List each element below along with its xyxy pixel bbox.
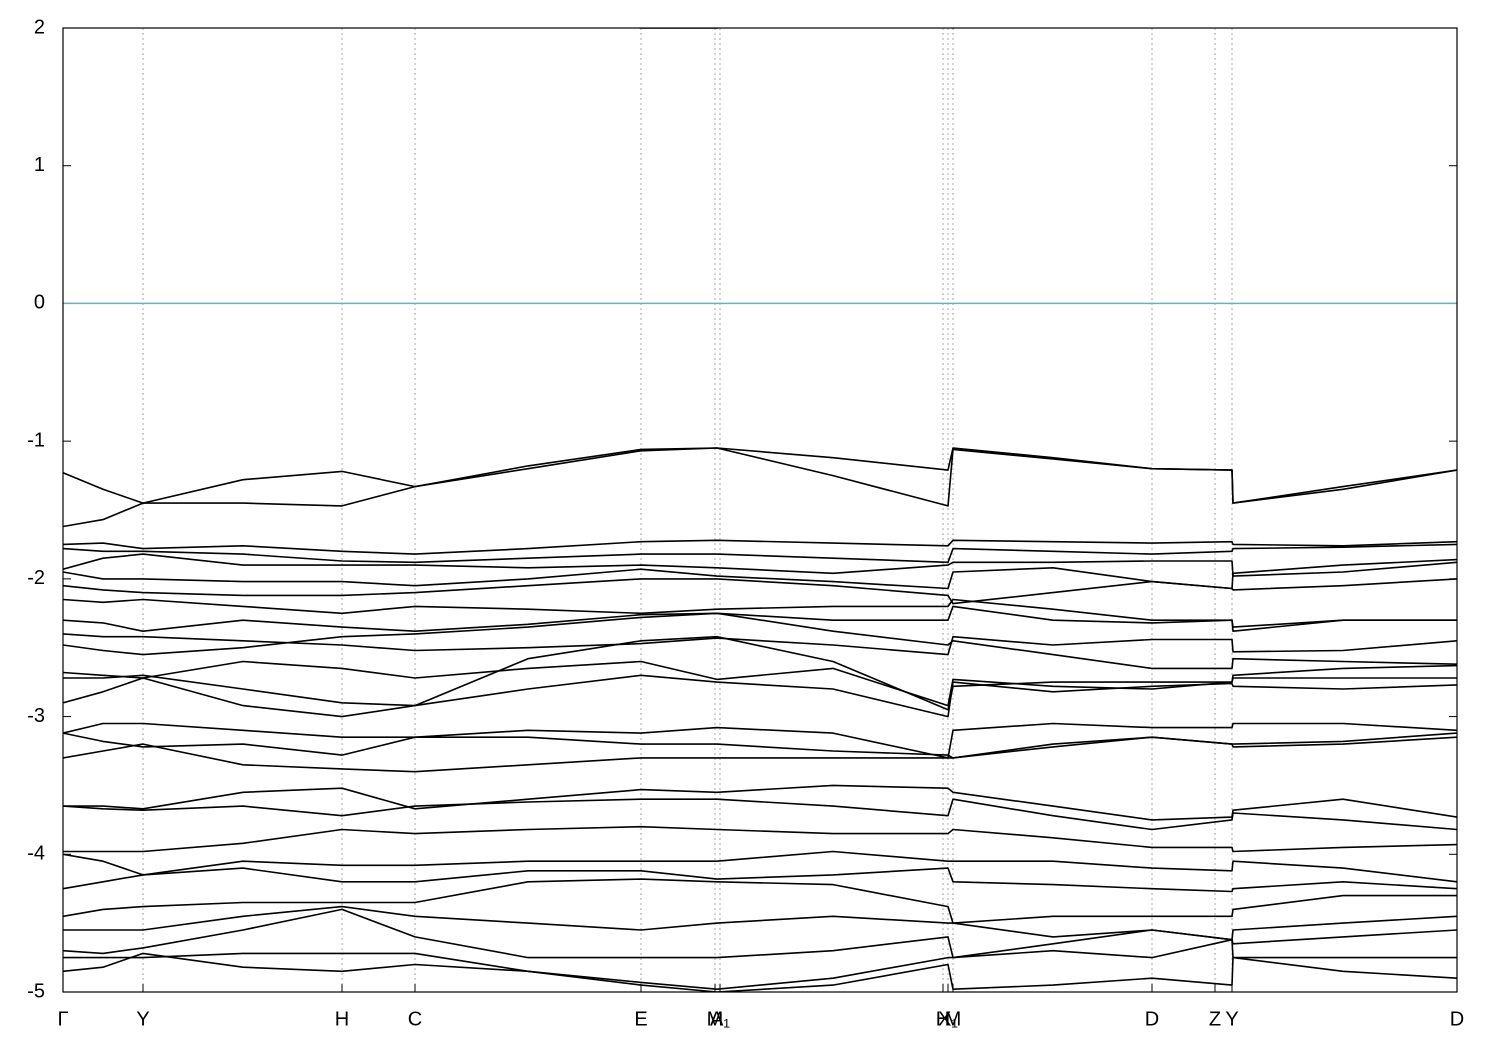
y-tick-label: -5 — [27, 980, 45, 1002]
x-tick-label: Γ — [57, 1008, 68, 1030]
band-line — [63, 878, 1457, 924]
y-tick-label: -2 — [27, 567, 45, 589]
bands — [63, 28, 1457, 992]
x-tick-label: D — [1145, 1008, 1159, 1030]
band-line — [63, 952, 1457, 992]
x-tick-label: M — [945, 1008, 962, 1030]
y-tick-label: -4 — [27, 843, 45, 865]
band-line — [63, 905, 1457, 941]
band-line — [63, 929, 1457, 990]
plot-frame — [62, 27, 1458, 993]
y-tick-label: -3 — [27, 705, 45, 727]
x-tick-label: Z — [1209, 1008, 1221, 1030]
y-tick-label: 0 — [34, 292, 45, 314]
x-tick-label: A₁ — [710, 1008, 730, 1030]
x-tick-label: M — [707, 1008, 724, 1030]
band-line — [63, 736, 1457, 773]
band-line — [63, 867, 1457, 893]
band-line — [63, 447, 1457, 528]
band-line — [63, 633, 1457, 656]
x-tick-label: Y — [136, 1008, 149, 1030]
y-tick-label: 2 — [34, 16, 45, 38]
band-line — [63, 798, 1457, 831]
band-line — [63, 553, 1457, 577]
band-line — [63, 578, 1457, 605]
band-line — [63, 558, 1457, 590]
x-tick-label: D — [1450, 1008, 1464, 1030]
band-line — [63, 722, 1457, 759]
band-line — [63, 543, 1457, 564]
x-tick-label: Y — [1225, 1008, 1238, 1030]
x-tick-label: H — [936, 1008, 950, 1030]
x-tick-label: C — [408, 1008, 422, 1030]
band-line — [63, 612, 1457, 670]
y-tick-label: 1 — [34, 154, 45, 176]
band-line — [63, 825, 1457, 853]
x-tick-label: E — [634, 1008, 647, 1030]
band-line — [63, 539, 1457, 555]
band-line — [63, 850, 1457, 883]
x-tick-label: H — [335, 1008, 349, 1030]
band-line — [63, 674, 1457, 718]
x-tick-label: X₁ — [938, 1008, 958, 1030]
y-tick-label: -1 — [27, 429, 45, 451]
band-line — [63, 605, 1457, 632]
band-line — [63, 635, 1457, 718]
